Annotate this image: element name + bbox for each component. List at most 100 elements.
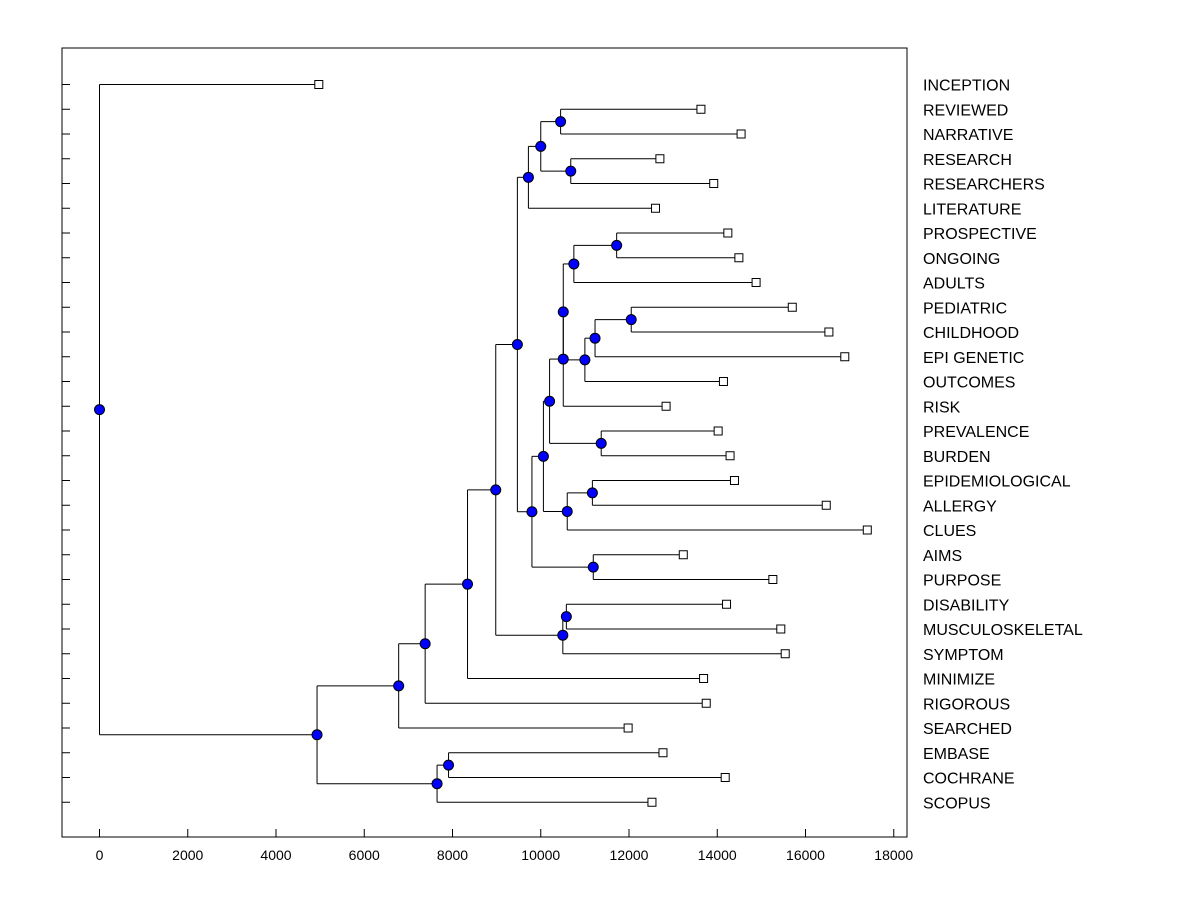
leaf-marker	[720, 773, 730, 782]
node-marker	[94, 404, 106, 416]
node-marker	[557, 353, 569, 365]
leaf-label: ONGOING	[923, 251, 1000, 268]
leaf-marker	[699, 674, 709, 683]
leaf-markers	[314, 80, 872, 807]
leaf-label: CLUES	[923, 523, 976, 540]
node-marker	[586, 487, 598, 499]
leaf-label: BURDEN	[923, 449, 991, 466]
node-marker	[537, 450, 549, 462]
leaf-label: LITERATURE	[923, 201, 1021, 218]
leaf-label: INCEPTION	[923, 78, 1010, 95]
leaf-marker	[650, 203, 660, 213]
leaf-label: RIGOROUS	[923, 696, 1010, 713]
leaf-label: OUTCOMES	[923, 375, 1015, 392]
x-tick-label: 18000	[874, 847, 913, 863]
node-marker	[565, 165, 577, 177]
node-marker	[511, 339, 523, 351]
leaf-label: ADULTS	[923, 276, 985, 293]
leaf-label: EPIDEMIOLOGICAL	[923, 474, 1071, 491]
leaf-label: NARRATIVE	[923, 127, 1013, 144]
leaf-marker	[661, 401, 671, 411]
node-marker	[595, 437, 607, 449]
leaf-label: PURPOSE	[923, 573, 1001, 590]
x-tick-label: 10000	[521, 847, 560, 863]
node-marker	[568, 258, 580, 270]
node-marker	[579, 354, 591, 366]
leaf-marker	[824, 327, 834, 337]
leaf-label: EPI GENETIC	[923, 350, 1024, 367]
leaf-label: SEARCHED	[923, 721, 1012, 738]
x-axis-ticks: 0 2000 4000 6000 8000 10000 12000 14000 16000 180…	[96, 829, 913, 863]
leaf-marker	[647, 797, 657, 807]
leaf-label: EMBASE	[923, 746, 990, 763]
x-tick-label: 12000	[610, 847, 649, 863]
leaf-label: SCOPUS	[923, 795, 991, 812]
x-tick-label: 6000	[349, 847, 380, 863]
leaf-marker	[718, 377, 728, 386]
node-marker	[557, 306, 569, 318]
leaf-label: COCHRANE	[923, 771, 1015, 788]
leaf-label: SYMPTOM	[923, 647, 1004, 664]
leaf-marker	[655, 154, 665, 164]
leaf-marker	[821, 500, 831, 510]
x-tick-label: 2000	[172, 847, 203, 863]
leaf-label: PEDIATRIC	[923, 300, 1007, 317]
leaf-marker	[776, 624, 786, 634]
node-marker	[544, 395, 556, 407]
node-marker	[522, 171, 534, 183]
node-marker	[625, 314, 637, 326]
leaf-marker	[678, 550, 688, 560]
node-marker	[431, 778, 443, 790]
x-tick-label: 4000	[260, 847, 291, 863]
plot-frame	[61, 47, 908, 838]
leaf-marker	[751, 278, 761, 287]
leaf-marker	[696, 104, 706, 114]
x-tick-label: 14000	[698, 847, 737, 863]
node-marker	[589, 332, 601, 344]
node-marker	[535, 140, 547, 152]
leaf-label: RISK	[923, 399, 961, 416]
leaf-marker	[768, 575, 778, 584]
node-marker	[611, 239, 623, 251]
node-marker	[557, 629, 569, 641]
leaf-label: CHILDHOOD	[923, 325, 1019, 342]
leaf-marker	[623, 723, 633, 733]
node-marker	[555, 116, 567, 128]
leaf-marker	[722, 599, 732, 609]
node-marker	[587, 561, 599, 573]
leaf-label: DISABILITY	[923, 597, 1010, 614]
node-marker	[393, 680, 405, 692]
leaf-marker	[725, 451, 735, 461]
leaf-marker	[314, 80, 324, 89]
leaf-marker	[713, 426, 723, 436]
leaf-marker	[701, 698, 711, 708]
node-marker	[462, 578, 474, 590]
x-tick-label: 16000	[786, 847, 825, 863]
leaf-marker	[709, 179, 719, 188]
leaf-marker	[840, 352, 850, 362]
node-marker	[560, 611, 572, 623]
node-marker	[419, 638, 431, 650]
leaf-marker	[734, 253, 744, 263]
leaf-marker	[780, 649, 790, 659]
leaf-marker	[729, 476, 739, 485]
node-marker	[490, 484, 502, 496]
y-axis-ticks	[62, 84, 70, 803]
leaf-label: MUSCULOSKELETAL	[923, 622, 1083, 639]
node-marker	[311, 729, 323, 741]
dendrogram-links	[99, 84, 868, 803]
leaf-label: ALLERGY	[923, 498, 997, 515]
leaf-label: PREVALENCE	[923, 424, 1029, 441]
leaf-marker	[736, 129, 746, 139]
node-marker	[561, 505, 573, 517]
leaf-labels: INCEPTION REVIEWED NARRATIVE RESEARCH RESEAR…	[923, 78, 1083, 813]
leaf-label: PROSPECTIVE	[923, 226, 1037, 243]
node-markers	[94, 116, 637, 790]
node-marker	[526, 506, 538, 518]
leaf-marker	[723, 228, 733, 238]
leaf-marker	[862, 525, 872, 535]
leaf-label: AIMS	[923, 548, 962, 565]
leaf-label: RESEARCHERS	[923, 177, 1045, 194]
leaf-marker	[658, 748, 668, 758]
